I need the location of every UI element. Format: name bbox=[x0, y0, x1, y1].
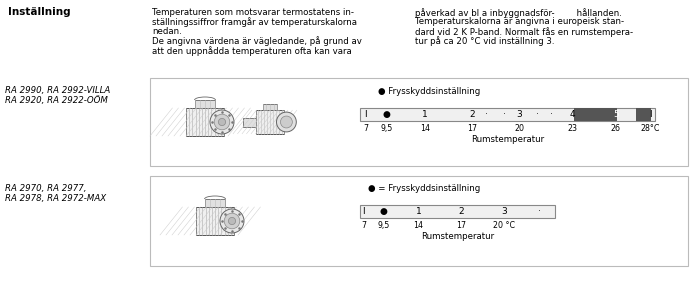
Text: 17: 17 bbox=[456, 221, 466, 230]
Bar bbox=[636, 108, 650, 121]
Text: 3: 3 bbox=[501, 207, 508, 216]
Bar bbox=[150, 176, 688, 266]
Text: 9,5: 9,5 bbox=[377, 221, 389, 230]
Text: ●: ● bbox=[379, 207, 387, 216]
Text: 3: 3 bbox=[517, 110, 522, 119]
Text: 20: 20 bbox=[514, 124, 524, 133]
Text: 9,5: 9,5 bbox=[380, 124, 393, 133]
Bar bbox=[360, 205, 555, 218]
Text: ställningssiffror framgår av temperaturskalorna: ställningssiffror framgår av temperaturs… bbox=[152, 18, 357, 28]
Text: ·: · bbox=[503, 110, 506, 119]
Circle shape bbox=[210, 110, 234, 134]
Bar bbox=[195, 100, 216, 108]
Bar bbox=[186, 108, 224, 136]
Bar bbox=[360, 108, 655, 121]
Bar bbox=[574, 108, 617, 121]
Text: 2: 2 bbox=[458, 207, 464, 216]
Text: ·: · bbox=[550, 110, 553, 119]
Circle shape bbox=[228, 217, 236, 225]
Text: I: I bbox=[650, 110, 652, 119]
Text: påverkad av bl a inbyggnadsför-        hållanden.: påverkad av bl a inbyggnadsför- hållande… bbox=[415, 8, 622, 18]
Circle shape bbox=[281, 116, 293, 128]
Text: 14: 14 bbox=[420, 124, 430, 133]
Bar bbox=[256, 110, 284, 134]
Text: 17: 17 bbox=[467, 124, 477, 133]
Text: 7: 7 bbox=[363, 124, 368, 133]
Text: I: I bbox=[365, 110, 368, 119]
Text: ● = Frysskyddsinställning: ● = Frysskyddsinställning bbox=[368, 184, 480, 193]
Text: att den uppnådda temperaturen ofta kan vara: att den uppnådda temperaturen ofta kan v… bbox=[152, 46, 351, 56]
Text: 20 °C: 20 °C bbox=[494, 221, 515, 230]
Text: Inställning: Inställning bbox=[8, 7, 71, 17]
Text: Rumstemperatur: Rumstemperatur bbox=[471, 135, 544, 144]
Text: tur på ca 20 °C vid inställning 3.: tur på ca 20 °C vid inställning 3. bbox=[415, 36, 554, 46]
Text: 7: 7 bbox=[361, 221, 366, 230]
Circle shape bbox=[214, 114, 230, 130]
Text: De angivna värdena är vägledande, på grund av: De angivna värdena är vägledande, på gru… bbox=[152, 36, 362, 46]
Text: ●: ● bbox=[383, 110, 391, 119]
Text: dard vid 2 K P-band. Normalt fås en rumstempera-: dard vid 2 K P-band. Normalt fås en rums… bbox=[415, 27, 633, 37]
Text: ·: · bbox=[485, 110, 489, 119]
Text: 4: 4 bbox=[570, 110, 575, 119]
Text: nedan.: nedan. bbox=[152, 27, 182, 36]
Text: RA 2970, RA 2977,
RA 2978, RA 2972-MAX: RA 2970, RA 2977, RA 2978, RA 2972-MAX bbox=[5, 184, 106, 203]
Circle shape bbox=[276, 112, 296, 132]
Bar bbox=[196, 207, 234, 235]
Text: 14: 14 bbox=[414, 221, 424, 230]
Text: 23: 23 bbox=[568, 124, 578, 133]
Bar bbox=[262, 104, 277, 110]
Text: 1: 1 bbox=[416, 207, 421, 216]
Text: Temperaturen som motsvarar termostatens in-: Temperaturen som motsvarar termostatens … bbox=[152, 8, 354, 17]
Text: Temperaturskalorna är angivna i europeisk stan-: Temperaturskalorna är angivna i europeis… bbox=[415, 18, 624, 27]
Bar bbox=[204, 199, 225, 207]
Text: ● Frysskyddsinställning: ● Frysskyddsinställning bbox=[378, 87, 480, 96]
Circle shape bbox=[218, 118, 225, 126]
Text: 5: 5 bbox=[614, 110, 620, 119]
Circle shape bbox=[220, 209, 244, 233]
Text: ·: · bbox=[536, 110, 538, 119]
Text: RA 2990, RA 2992-VILLA
RA 2920, RA 2922-OÖM: RA 2990, RA 2992-VILLA RA 2920, RA 2922-… bbox=[5, 86, 111, 106]
Text: ·: · bbox=[538, 207, 541, 216]
Bar bbox=[243, 118, 256, 126]
Text: 1: 1 bbox=[422, 110, 428, 119]
Text: 28°C: 28°C bbox=[641, 124, 660, 133]
Text: 26: 26 bbox=[610, 124, 620, 133]
Text: 2: 2 bbox=[469, 110, 475, 119]
Circle shape bbox=[224, 213, 240, 229]
Text: Rumstemperatur: Rumstemperatur bbox=[421, 232, 494, 241]
Bar bbox=[150, 78, 688, 166]
Text: I: I bbox=[363, 207, 365, 216]
